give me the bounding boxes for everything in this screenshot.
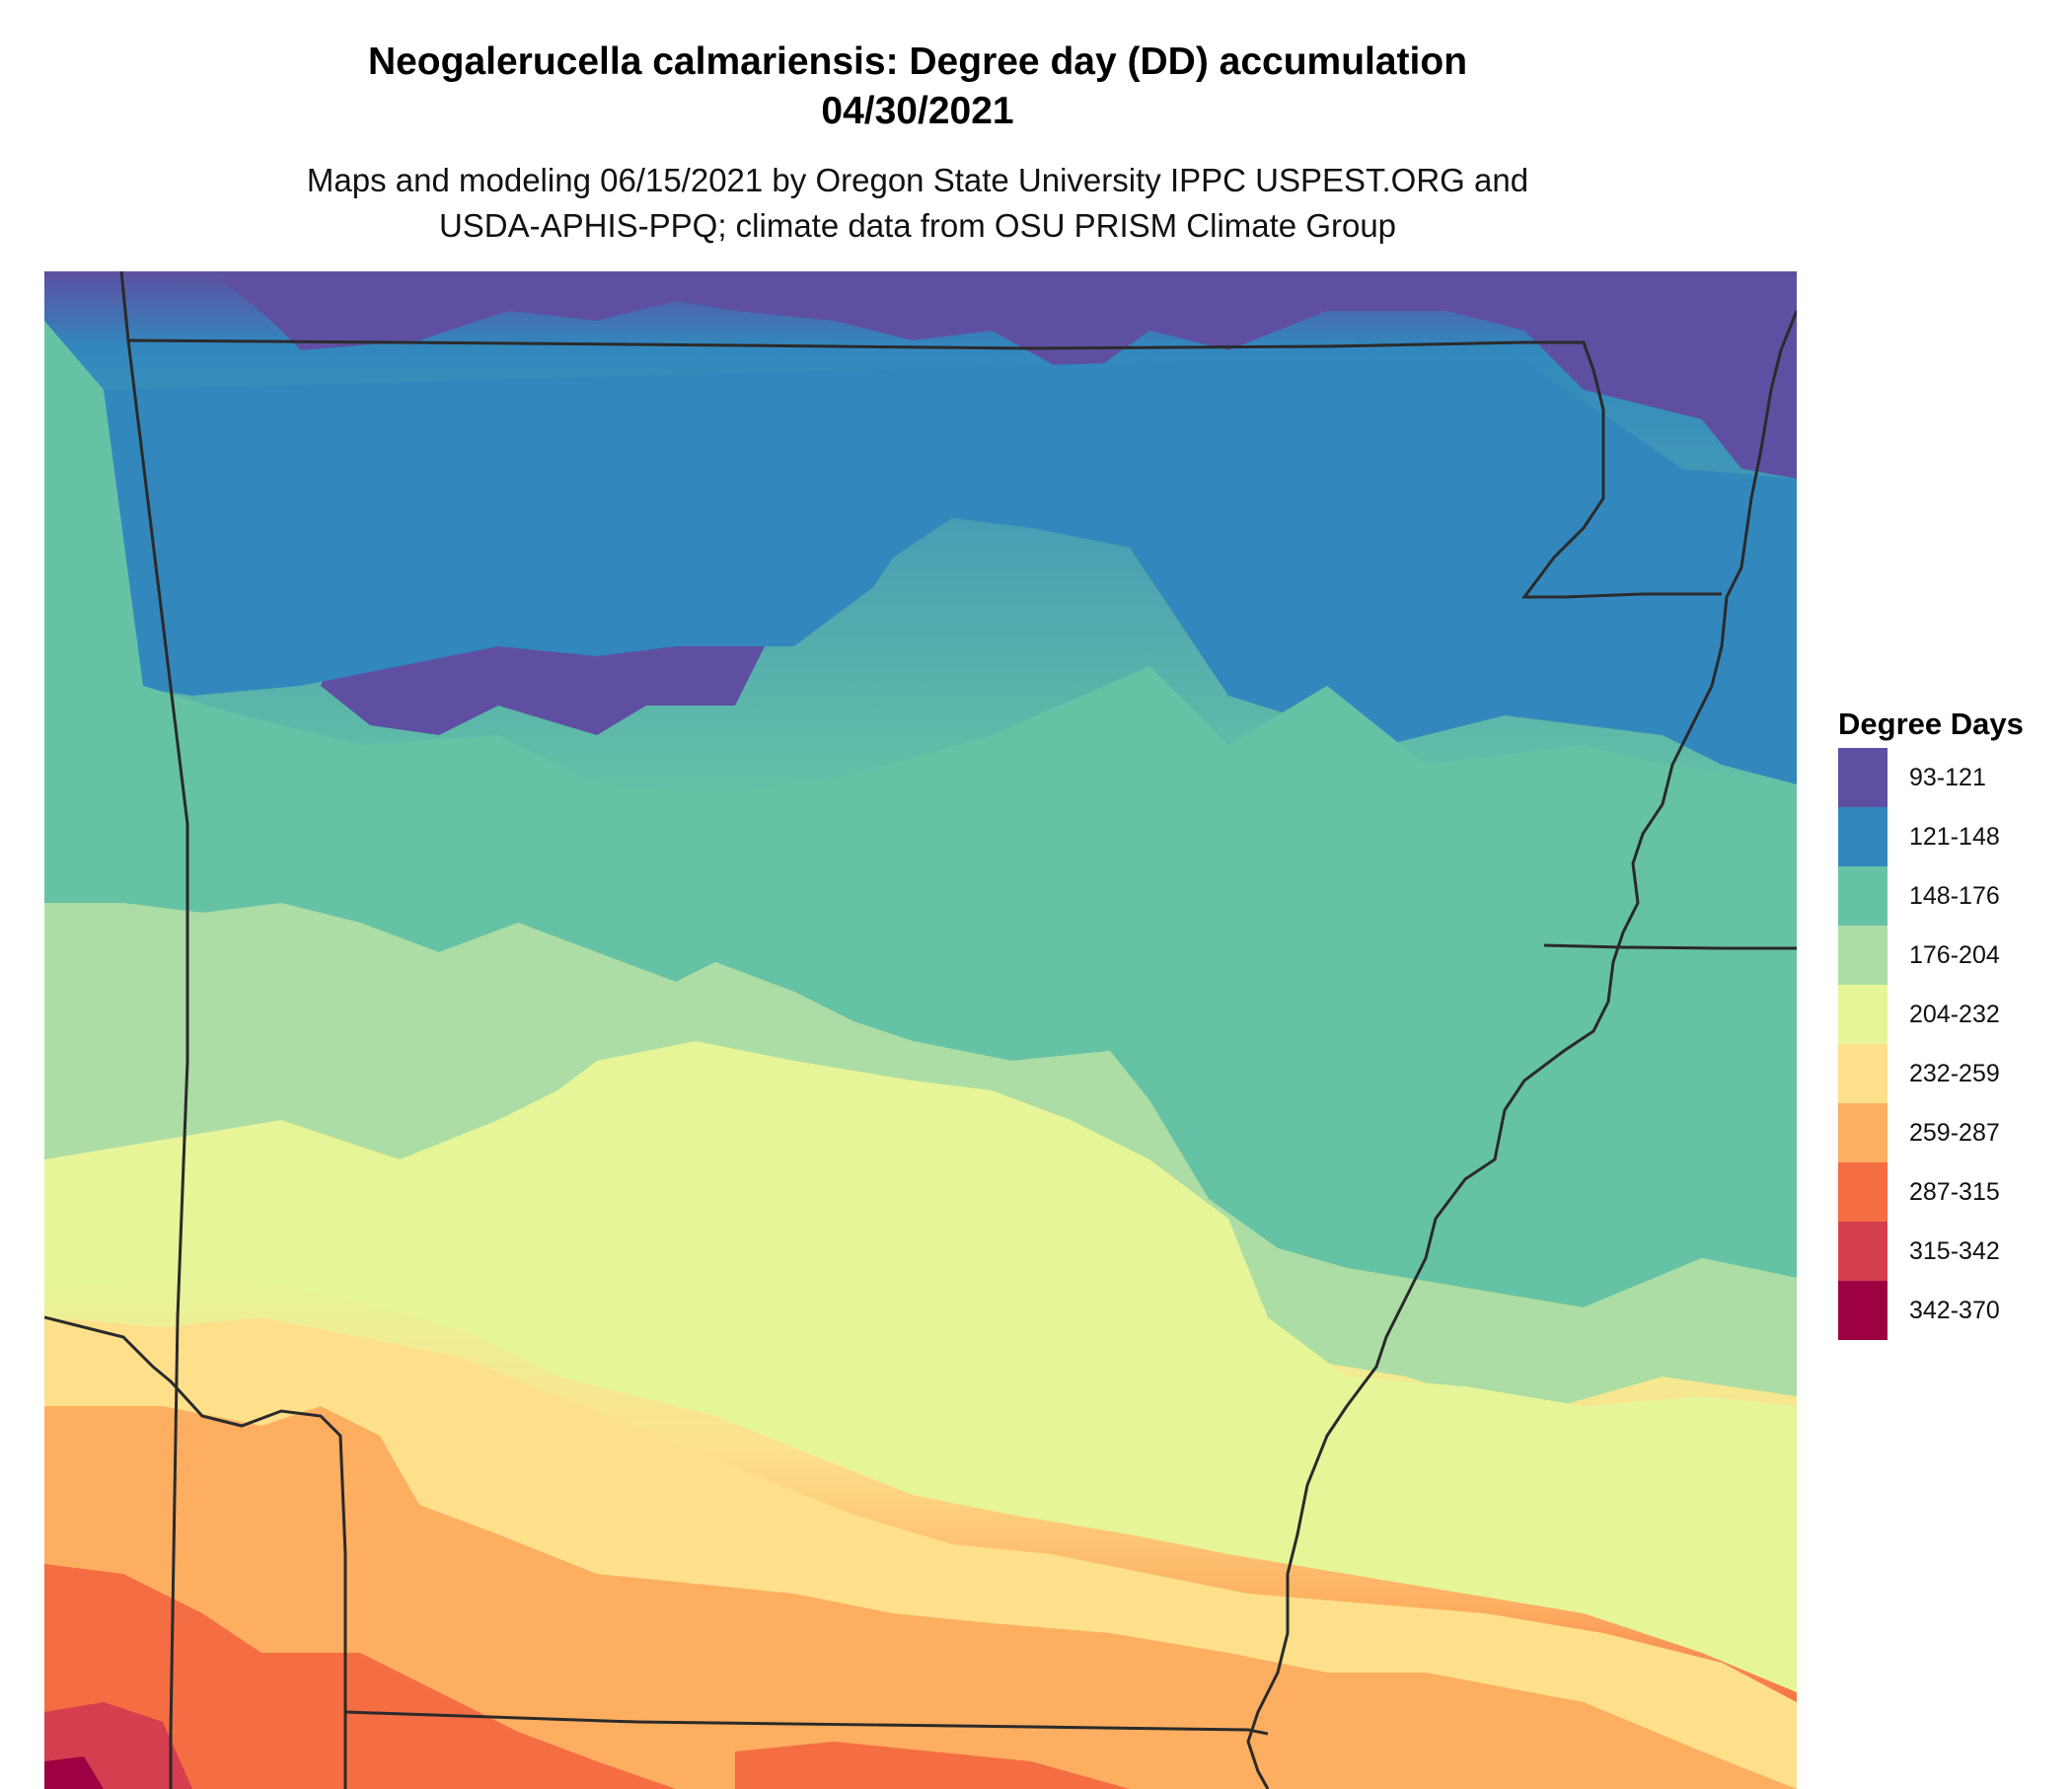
zone-93-121-north (212, 271, 1797, 479)
legend-item: 204-232 (1830, 985, 2067, 1044)
legend-item: 176-204 (1830, 926, 2067, 985)
legend-title: Degree Days (1838, 707, 2024, 741)
legend-item: 121-148 (1830, 807, 2067, 866)
legend-label: 121-148 (1909, 822, 2000, 851)
legend-swatch (1838, 1222, 1887, 1281)
legend-swatch (1838, 1281, 1887, 1340)
title-line-1: Neogalerucella calmariensis: Degree day … (367, 40, 1468, 83)
legend-swatch (1838, 1103, 1887, 1162)
zone-121-148 (104, 360, 1797, 784)
legend-swatch (1838, 866, 1887, 926)
border-tn-ms (1543, 943, 1797, 950)
border-tx-ar (44, 1315, 347, 1789)
zone-287-315-south (735, 1742, 1130, 1789)
legend-label: 148-176 (1909, 881, 2000, 910)
border-la-ar-south (344, 1710, 1269, 1736)
zone-204-232 (44, 1041, 1797, 1692)
legend-label: 204-232 (1909, 1000, 2000, 1028)
border-mo-ar-north (127, 338, 1605, 410)
legend-item: 232-259 (1830, 1044, 2067, 1103)
legend-rows: 93-121 121-148 148-176 176-204 204-232 232-25… (1830, 748, 2067, 1340)
map-subtitle: Maps and modeling 06/15/2021 by Oregon S… (0, 158, 1835, 249)
legend-item: 342-370 (1830, 1281, 2067, 1340)
zone-148-176-west (44, 321, 1797, 1307)
legend-label: 342-370 (1909, 1296, 2000, 1324)
legend-label: 93-121 (1909, 763, 1986, 791)
legend-swatch (1838, 807, 1887, 866)
legend-item: 148-176 (1830, 866, 2067, 926)
legend-item: 287-315 (1830, 1162, 2067, 1222)
state-borders (44, 271, 1797, 1789)
legend-swatch (1838, 1044, 1887, 1103)
zone-259-287 (44, 1406, 1797, 1789)
legend-label: 259-287 (1909, 1118, 2000, 1147)
legend-swatch (1838, 1162, 1887, 1222)
subtitle-line-1: Maps and modeling 06/15/2021 by Oregon S… (306, 162, 1529, 198)
border-ar-east-mississippi (1246, 310, 1797, 1789)
legend-swatch (1838, 926, 1887, 985)
legend-item: 315-342 (1830, 1222, 2067, 1281)
zone-287-315 (44, 1564, 676, 1789)
degree-day-map (44, 271, 1797, 1789)
legend: Degree Days 93-121 121-148 148-176 176-204 2… (1830, 701, 2067, 1340)
legend-label: 315-342 (1909, 1236, 2000, 1265)
subtitle-line-2: USDA-APHIS-PPQ; climate data from OSU PR… (438, 207, 1397, 244)
legend-item: 93-121 (1830, 748, 2067, 807)
temperature-zones (44, 271, 1797, 1789)
map-title: Neogalerucella calmariensis: Degree day … (0, 37, 1835, 136)
zone-342-370 (44, 1756, 104, 1789)
legend-label: 176-204 (1909, 940, 2000, 969)
legend-label: 232-259 (1909, 1059, 2000, 1087)
legend-label: 287-315 (1909, 1177, 2000, 1206)
legend-swatch (1838, 985, 1887, 1044)
legend-item: 259-287 (1830, 1103, 2067, 1162)
legend-swatch (1838, 748, 1887, 807)
title-line-2: 04/30/2021 (821, 90, 1014, 132)
border-mo-east (1521, 410, 1722, 599)
